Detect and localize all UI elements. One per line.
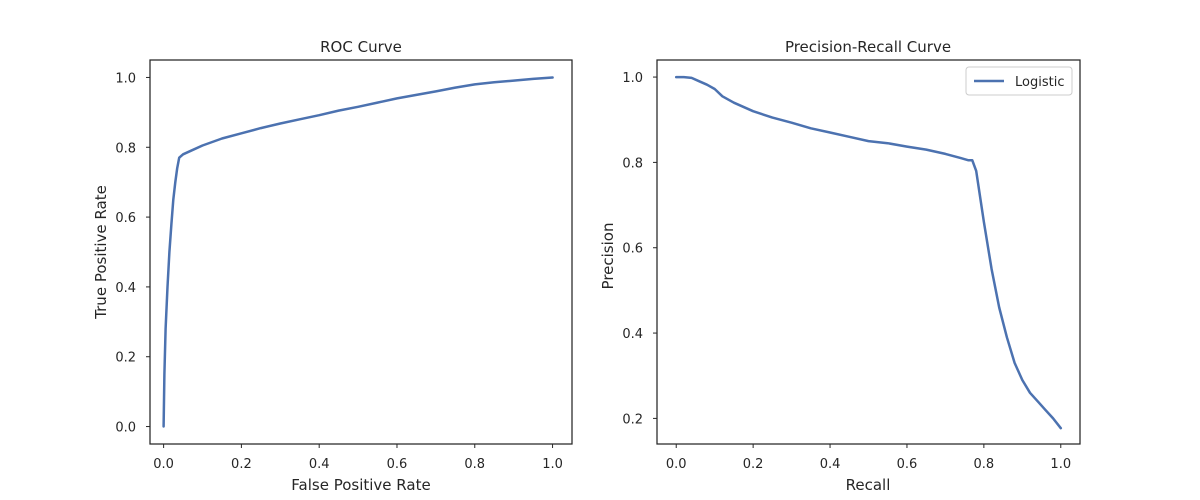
- pr-series-line: [674, 75, 1063, 430]
- pr-legend: Logistic: [965, 66, 1073, 96]
- roc-plot-area: [162, 76, 554, 428]
- roc-tick-group: 0.0 0.2 0.4 0.6 0.8 1.0 0.0 0.2 0.4 0.6 0.8 1.0: [115, 71, 563, 472]
- pr-y-axis-label: Precision: [599, 223, 617, 290]
- roc-x-tick-label: 0.8: [464, 457, 485, 472]
- pr-x-tick-label: 1.0: [1050, 457, 1071, 472]
- legend-label-logistic: Logistic: [1015, 75, 1064, 90]
- roc-series-line: [162, 76, 554, 428]
- pr-y-tick-label: 0.4: [622, 327, 643, 342]
- roc-x-tick-label: 0.0: [153, 457, 174, 472]
- pr-x-tick-label: 0.2: [743, 457, 764, 472]
- pr-axes-frame: [656, 59, 1081, 445]
- roc-y-tick-label: 0.2: [115, 351, 136, 366]
- pr-plot-area: [674, 75, 1063, 430]
- pr-y-tick-label: 0.2: [622, 412, 643, 427]
- pr-x-tick-label: 0.0: [666, 457, 687, 472]
- roc-axes-frame: [149, 59, 573, 445]
- roc-chart-title: ROC Curve: [320, 38, 402, 56]
- pr-x-tick-label: 0.6: [897, 457, 918, 472]
- roc-y-tick-label: 1.0: [115, 71, 136, 86]
- roc-x-tick-label: 0.4: [309, 457, 330, 472]
- pr-x-tick-label: 0.4: [820, 457, 841, 472]
- roc-y-tick-label: 0.4: [115, 281, 136, 296]
- roc-x-tick-label: 0.6: [387, 457, 408, 472]
- roc-x-tick-label: 0.2: [231, 457, 252, 472]
- legend-box: [965, 66, 1073, 96]
- roc-x-tick-label: 1.0: [542, 457, 563, 472]
- pr-chart-title: Precision-Recall Curve: [785, 38, 951, 56]
- pr-x-axis-label: Recall: [846, 476, 891, 494]
- roc-y-tick-label: 0.8: [115, 141, 136, 156]
- pr-tick-group: 0.0 0.2 0.4 0.6 0.8 1.0 0.2 0.4 0.6 0.8 1.0: [622, 71, 1071, 472]
- pr-y-tick-label: 0.8: [622, 156, 643, 171]
- roc-chart-panel: ROC Curve 0.0 0.2 0.4 0.6 0.8 1.0 0.0 0.2 0.4 0.6…: [92, 38, 573, 494]
- pr-y-tick-label: 1.0: [622, 71, 643, 86]
- roc-x-axis-label: False Positive Rate: [291, 476, 430, 494]
- roc-y-axis-label: True Positive Rate: [92, 185, 110, 320]
- pr-x-tick-label: 0.8: [974, 457, 995, 472]
- pr-chart-panel: Precision-Recall Curve 0.0 0.2 0.4 0.6 0.8 1.…: [599, 38, 1081, 494]
- roc-y-tick-label: 0.0: [115, 421, 136, 436]
- roc-y-tick-label: 0.6: [115, 211, 136, 226]
- pr-y-tick-label: 0.6: [622, 242, 643, 257]
